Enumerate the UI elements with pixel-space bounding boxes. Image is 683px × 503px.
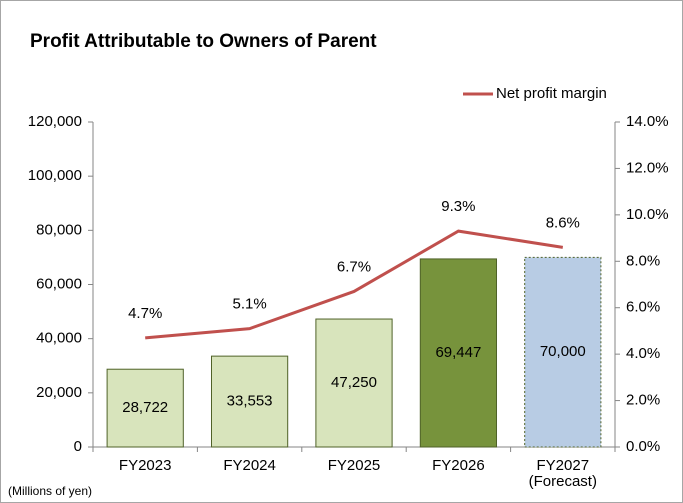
y2-tick-label: 14.0%	[626, 113, 669, 130]
y-tick-label: 0	[74, 438, 82, 455]
line-value-label: 6.7%	[337, 258, 371, 275]
y-tick-label: 40,000	[36, 330, 82, 347]
y2-tick-label: 4.0%	[626, 345, 660, 362]
x-tick-label: FY2024	[223, 457, 276, 474]
bar-value-label: 69,447	[435, 344, 481, 361]
legend-label: Net profit margin	[496, 85, 607, 102]
bar-value-label: 47,250	[331, 374, 377, 391]
y-tick-label: 60,000	[36, 275, 82, 292]
bar	[315, 318, 393, 448]
line-value-label: 4.7%	[128, 305, 162, 322]
bar	[106, 368, 184, 448]
y-tick-label: 20,000	[36, 384, 82, 401]
bar	[524, 256, 602, 448]
y-tick-label: 100,000	[28, 167, 82, 184]
y2-tick-label: 2.0%	[626, 392, 660, 409]
line-value-label: 9.3%	[441, 198, 475, 215]
bar	[419, 258, 498, 448]
chart-title: Profit Attributable to Owners of Parent	[30, 31, 377, 52]
y2-tick-label: 0.0%	[626, 438, 660, 455]
bar-value-label: 33,553	[227, 393, 273, 410]
bar-value-label: 70,000	[540, 343, 586, 360]
y-tick-label: 120,000	[28, 113, 82, 130]
y2-tick-label: 8.0%	[626, 252, 660, 269]
line	[145, 229, 564, 340]
line-value-label: 8.6%	[546, 214, 580, 231]
bar-value-label: 28,722	[122, 399, 168, 416]
y-tick-label: 80,000	[36, 221, 82, 238]
x-tick-label: FY2027 (Forecast)	[529, 457, 597, 490]
line-value-label: 5.1%	[232, 296, 266, 313]
x-tick-label: FY2026	[432, 457, 485, 474]
y2-tick-label: 12.0%	[626, 159, 669, 176]
x-tick-label: FY2023	[119, 457, 172, 474]
y2-tick-label: 10.0%	[626, 206, 669, 223]
bar	[210, 355, 289, 448]
footnote: (Millions of yen)	[8, 484, 92, 498]
x-tick-label: FY2025	[328, 457, 381, 474]
y2-tick-label: 6.0%	[626, 299, 660, 316]
